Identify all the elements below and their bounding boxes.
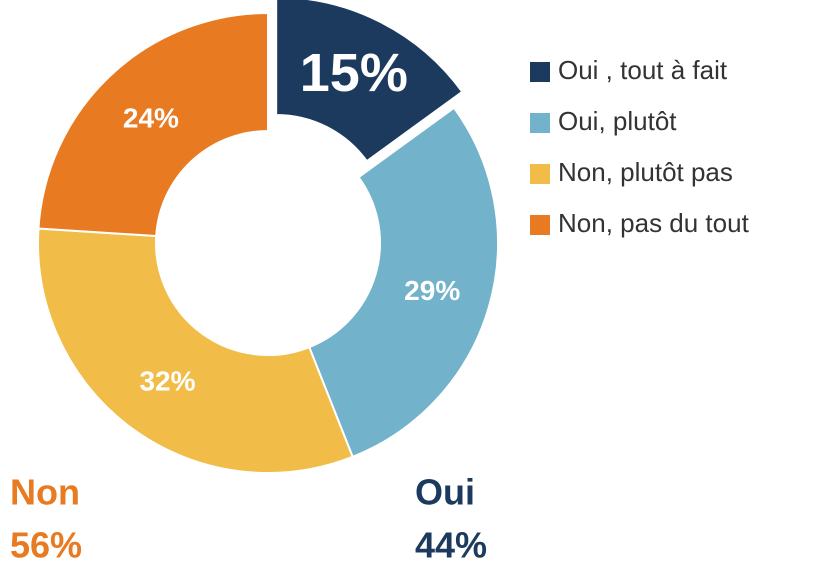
legend-label: Oui, plutôt (558, 106, 677, 136)
annotation-label: Oui (415, 472, 475, 513)
data-label: 24% (123, 103, 179, 134)
legend-label: Non, plutôt pas (558, 157, 733, 187)
donut-slice (275, 0, 464, 163)
donut-slice (37, 11, 269, 238)
legend-swatch (530, 113, 550, 133)
legend-swatch (530, 215, 550, 235)
legend-label: Non, pas du tout (558, 208, 750, 238)
annotation-value: 56% (10, 525, 82, 566)
annotation-label: Non (10, 472, 80, 513)
data-label: 15% (300, 43, 408, 103)
legend-swatch (530, 62, 550, 82)
legend-label: Oui , tout à fait (558, 55, 728, 85)
data-label: 32% (139, 366, 195, 397)
legend-swatch (530, 164, 550, 184)
donut-slice (307, 106, 499, 459)
data-label: 29% (404, 275, 460, 306)
annotation-value: 44% (415, 525, 487, 566)
donut-slice (37, 227, 354, 474)
